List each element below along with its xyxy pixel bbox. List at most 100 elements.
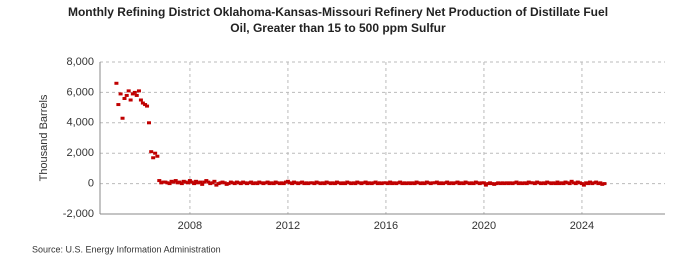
- data-point: [561, 182, 566, 186]
- data-point: [140, 101, 145, 105]
- data-point: [222, 181, 227, 185]
- data-point: [349, 182, 354, 186]
- data-point: [569, 179, 574, 183]
- data-point: [194, 179, 199, 183]
- data-point: [116, 103, 121, 107]
- data-point: [481, 181, 486, 185]
- data-point: [220, 180, 225, 184]
- data-point: [447, 182, 452, 186]
- data-point: [126, 89, 131, 93]
- data-point: [114, 81, 119, 85]
- data-point: [581, 183, 586, 187]
- chart-title: Oil, Greater than 15 to 500 ppm Sulfur: [230, 21, 446, 35]
- data-point: [177, 180, 182, 184]
- data-point: [185, 181, 190, 185]
- data-point: [285, 179, 290, 183]
- data-point: [159, 181, 164, 185]
- x-tick-label: 2008: [178, 220, 202, 232]
- data-point: [539, 182, 544, 186]
- data-point: [455, 180, 460, 184]
- data-point: [524, 182, 529, 186]
- data-point: [263, 181, 268, 185]
- data-point: [187, 179, 192, 183]
- data-point: [461, 182, 466, 186]
- data-point: [508, 181, 513, 185]
- data-point: [555, 180, 560, 184]
- data-point: [249, 180, 254, 184]
- source-note: Source: U.S. Energy Information Administ…: [32, 244, 221, 254]
- data-point: [269, 181, 274, 185]
- data-point: [545, 180, 550, 184]
- data-point: [602, 182, 607, 186]
- data-point: [575, 180, 580, 184]
- data-point: [118, 92, 123, 96]
- data-point: [143, 103, 148, 107]
- data-point: [257, 180, 262, 184]
- data-point: [404, 182, 409, 186]
- data-point: [445, 180, 450, 184]
- data-point: [388, 180, 393, 184]
- data-point: [192, 182, 197, 186]
- data-point: [465, 181, 470, 185]
- data-point: [588, 180, 593, 184]
- data-point: [441, 182, 446, 186]
- data-point: [281, 182, 286, 186]
- data-point: [567, 182, 572, 186]
- data-point: [294, 181, 299, 185]
- data-point: [434, 180, 439, 184]
- data-point: [179, 182, 184, 186]
- data-point: [153, 151, 158, 155]
- chart-title: Monthly Refining District Oklahoma-Kansa…: [68, 5, 608, 19]
- data-point: [459, 181, 464, 185]
- x-tick-label: 2012: [276, 220, 300, 232]
- data-point: [202, 180, 207, 184]
- data-point: [332, 182, 337, 186]
- data-point: [490, 182, 495, 186]
- data-point: [245, 182, 250, 186]
- data-point: [573, 182, 578, 186]
- data-point: [471, 182, 476, 186]
- data-point: [422, 182, 427, 186]
- data-point: [226, 182, 231, 186]
- y-axis-label: Thousand Barrels: [38, 94, 50, 181]
- data-point: [477, 182, 482, 186]
- data-point: [379, 182, 384, 186]
- data-point: [232, 182, 237, 186]
- data-point: [322, 182, 327, 186]
- y-tick-label: -2,000: [63, 208, 94, 220]
- data-point: [330, 181, 335, 185]
- data-point: [132, 90, 137, 94]
- y-tick-label: 2,000: [66, 147, 94, 159]
- data-point: [212, 179, 217, 183]
- data-point: [543, 182, 548, 186]
- data-point: [532, 182, 537, 186]
- data-point: [189, 180, 194, 184]
- data-point: [355, 180, 360, 184]
- data-point: [287, 181, 292, 185]
- data-point: [300, 180, 305, 184]
- data-point: [410, 181, 415, 185]
- data-point: [214, 183, 219, 187]
- data-point: [255, 182, 260, 186]
- data-point: [167, 182, 172, 186]
- x-tick-label: 2024: [570, 220, 594, 232]
- data-point: [171, 180, 176, 184]
- data-point: [206, 180, 211, 184]
- data-point: [453, 181, 458, 185]
- data-point: [130, 92, 135, 96]
- data-point: [200, 182, 205, 186]
- data-point: [586, 182, 591, 186]
- y-tick-label: 8,000: [66, 56, 94, 68]
- data-point: [173, 179, 178, 183]
- data-point: [551, 181, 556, 185]
- data-point: [271, 182, 276, 186]
- data-point: [557, 182, 562, 186]
- data-point: [251, 182, 256, 186]
- data-point: [412, 182, 417, 186]
- data-point: [155, 154, 160, 158]
- data-point: [514, 180, 519, 184]
- data-point: [306, 182, 311, 186]
- data-point: [149, 150, 154, 154]
- data-point: [198, 180, 203, 184]
